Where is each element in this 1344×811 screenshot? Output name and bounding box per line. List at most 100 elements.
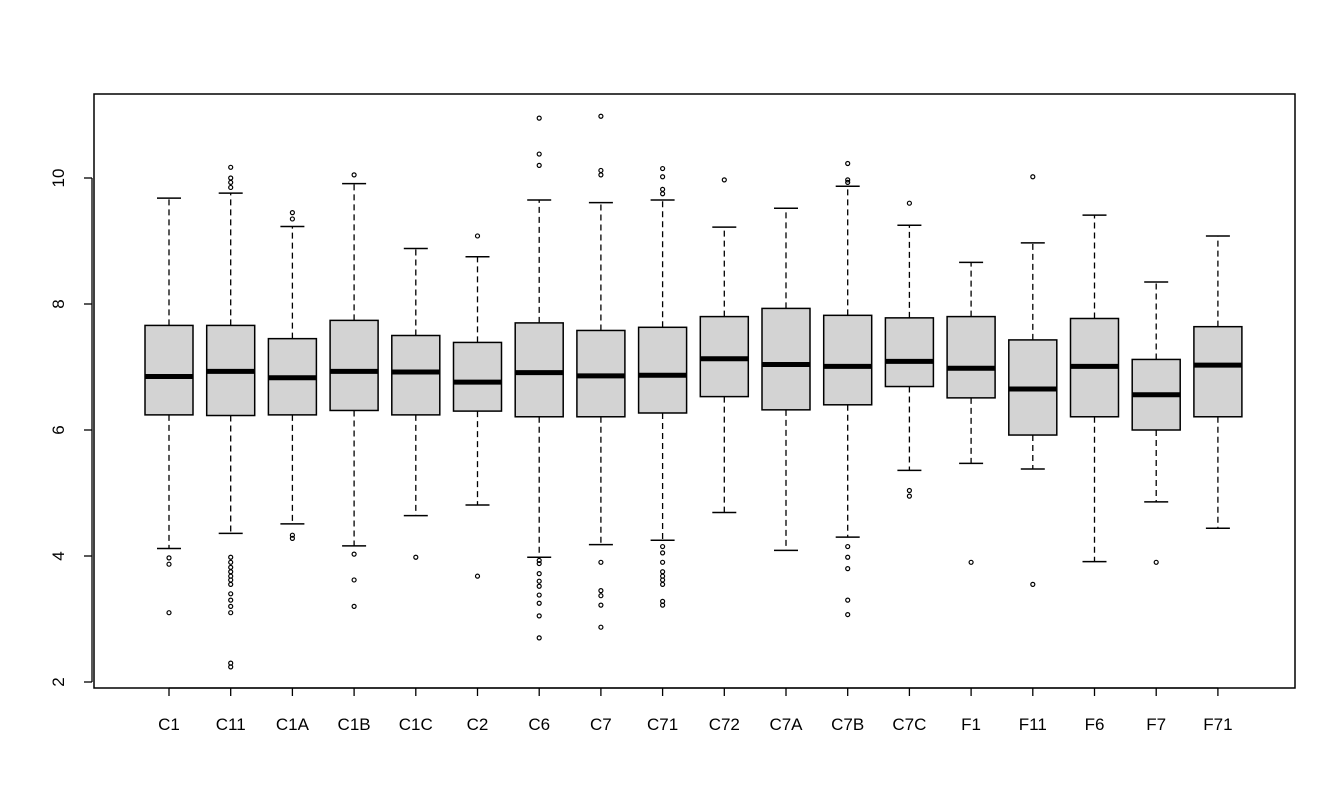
y-tick-label: 10 bbox=[49, 169, 68, 188]
outlier-point bbox=[351, 577, 357, 583]
outlier-point bbox=[228, 179, 234, 186]
box-C71 bbox=[637, 165, 688, 608]
outlier-point bbox=[351, 603, 357, 610]
boxes-group bbox=[144, 113, 1243, 670]
outlier-point bbox=[659, 598, 666, 604]
outlier-point bbox=[536, 600, 542, 606]
iqr-box bbox=[452, 341, 503, 412]
outlier-point bbox=[228, 569, 234, 575]
outlier-point bbox=[289, 532, 295, 538]
outlier-point bbox=[289, 216, 295, 222]
outlier-point bbox=[228, 554, 234, 560]
x-tick-label: C1B bbox=[338, 715, 371, 734]
outlier-point bbox=[598, 113, 604, 119]
x-tick-label: F11 bbox=[1019, 715, 1047, 734]
outlier-point bbox=[659, 550, 666, 556]
outlier-point bbox=[536, 613, 542, 619]
outlier-point bbox=[659, 165, 666, 172]
outlier-point bbox=[228, 184, 234, 191]
outlier-point bbox=[659, 186, 666, 192]
outlier-point bbox=[1030, 581, 1036, 587]
x-tick-label: F71 bbox=[1203, 715, 1232, 734]
outlier-point bbox=[845, 611, 851, 618]
box-C7C bbox=[884, 200, 935, 499]
iqr-box bbox=[637, 326, 688, 414]
outlier-point bbox=[845, 554, 851, 560]
outlier-point bbox=[721, 177, 727, 183]
outlier-point bbox=[536, 560, 542, 567]
outlier-point bbox=[906, 200, 913, 206]
outlier-point bbox=[1030, 174, 1036, 180]
x-tick-label: F7 bbox=[1146, 715, 1166, 734]
box-C7B bbox=[822, 160, 873, 618]
iqr-box bbox=[761, 307, 811, 411]
outlier-point bbox=[228, 559, 234, 565]
outlier-point bbox=[598, 588, 604, 594]
x-tick-label: C7A bbox=[769, 715, 803, 734]
outlier-point bbox=[536, 583, 542, 589]
box-C1C bbox=[391, 247, 441, 560]
outlier-point bbox=[536, 571, 542, 577]
outlier-point bbox=[289, 210, 295, 216]
outlier-point bbox=[351, 172, 357, 178]
outlier-point bbox=[659, 573, 666, 579]
outlier-point bbox=[845, 565, 851, 572]
box-F6 bbox=[1069, 214, 1120, 563]
outlier-point bbox=[228, 591, 234, 597]
x-tick-label: C11 bbox=[216, 715, 246, 734]
outlier-point bbox=[659, 543, 666, 550]
outlier-point bbox=[228, 581, 234, 587]
outlier-point bbox=[598, 593, 604, 599]
outlier-point bbox=[228, 603, 234, 610]
outlier-point bbox=[598, 624, 604, 630]
iqr-box bbox=[946, 315, 996, 399]
x-tick-label: C7 bbox=[590, 715, 612, 734]
box-F7 bbox=[1131, 281, 1181, 565]
outlier-point bbox=[845, 160, 851, 167]
x-tick-label: C6 bbox=[528, 715, 550, 734]
outlier-point bbox=[166, 555, 172, 561]
box-F11 bbox=[1008, 174, 1058, 587]
outlier-point bbox=[659, 191, 666, 197]
x-tick-label: C7B bbox=[831, 715, 864, 734]
x-tick-label: F6 bbox=[1085, 715, 1105, 734]
outlier-point bbox=[536, 151, 542, 157]
x-axis: C1 C11 C1A C1B C1C C2 C6 C7 C71 C72 C7A C7B C7C F1 F11… bbox=[158, 687, 1233, 734]
box-C6 bbox=[514, 115, 564, 641]
outlier-point bbox=[845, 179, 851, 186]
outlier-point bbox=[659, 559, 666, 565]
outlier-point bbox=[536, 115, 542, 121]
outlier-point bbox=[166, 561, 172, 567]
iqr-box bbox=[822, 314, 873, 406]
box-C7A bbox=[761, 207, 811, 552]
outlier-point bbox=[474, 233, 481, 239]
outlier-point bbox=[536, 557, 542, 564]
outlier-point bbox=[228, 610, 234, 616]
outlier-point bbox=[474, 573, 481, 579]
box-F71 bbox=[1193, 235, 1243, 530]
outlier-point bbox=[845, 543, 851, 550]
outlier-point bbox=[351, 551, 357, 557]
outlier-point bbox=[413, 554, 419, 560]
box-C1 bbox=[144, 197, 194, 616]
x-tick-label: C1C bbox=[399, 715, 433, 734]
x-tick-label: C1A bbox=[276, 715, 310, 734]
iqr-box bbox=[329, 319, 379, 412]
iqr-box bbox=[144, 324, 194, 416]
outlier-point bbox=[228, 597, 234, 603]
box-C11 bbox=[205, 164, 256, 670]
outlier-point bbox=[598, 172, 604, 178]
y-tick-label: 8 bbox=[49, 299, 68, 308]
outlier-point bbox=[228, 573, 234, 579]
outlier-point bbox=[536, 592, 542, 598]
box-C1B bbox=[329, 172, 379, 610]
x-tick-label: F1 bbox=[961, 715, 981, 734]
outlier-point bbox=[289, 535, 295, 541]
outlier-point bbox=[228, 164, 234, 170]
outlier-point bbox=[166, 610, 172, 616]
outlier-point bbox=[228, 660, 234, 666]
outlier-point bbox=[659, 581, 666, 587]
x-tick-label: C71 bbox=[647, 715, 678, 734]
